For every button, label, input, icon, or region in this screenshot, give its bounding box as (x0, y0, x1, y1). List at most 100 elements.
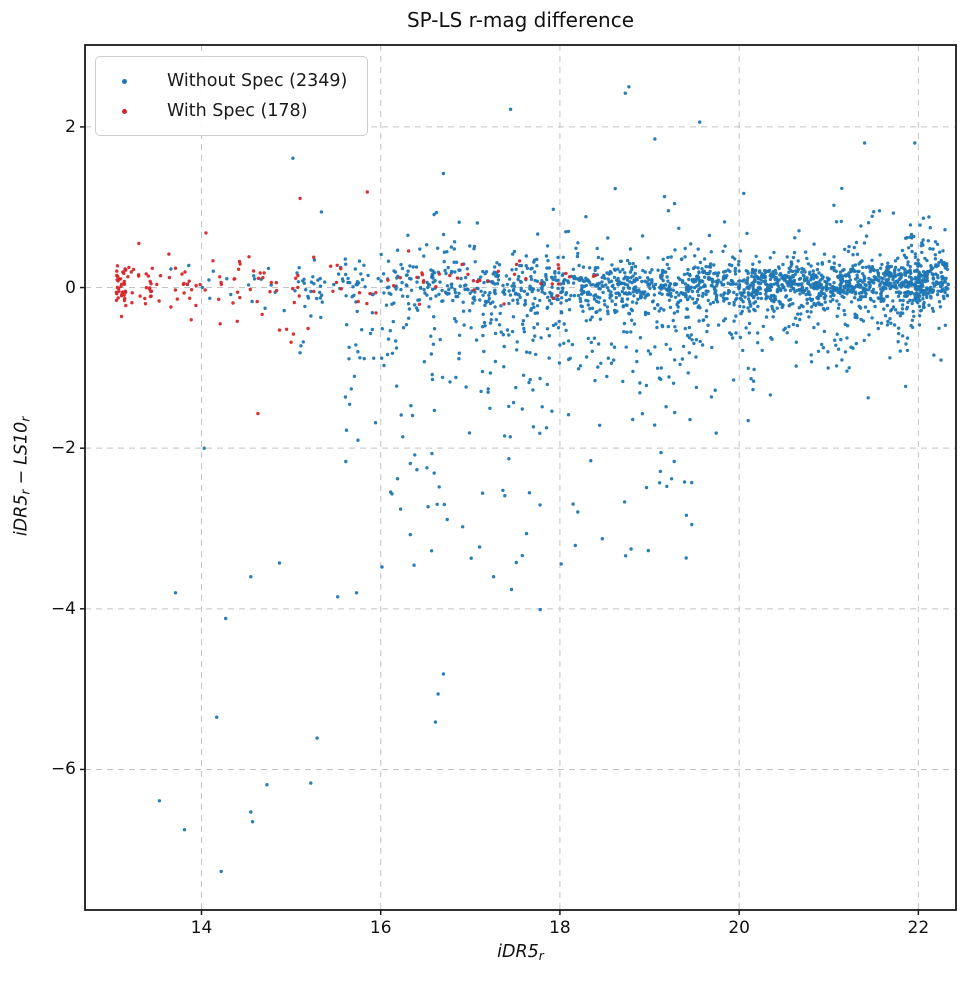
data-point (725, 297, 729, 301)
data-point (794, 269, 798, 273)
data-point (297, 266, 301, 270)
data-point (924, 271, 928, 275)
data-point (909, 243, 914, 248)
data-point (525, 266, 530, 270)
data-point (812, 242, 816, 246)
data-point (925, 274, 929, 278)
data-point (527, 380, 531, 385)
data-point (515, 298, 520, 302)
data-point (751, 379, 756, 383)
data-point (625, 297, 630, 301)
data-point (929, 265, 933, 269)
data-point (685, 333, 690, 338)
data-point (673, 295, 678, 299)
data-point (400, 266, 405, 271)
data-point (657, 481, 662, 485)
data-point (835, 332, 839, 336)
data-point (566, 280, 571, 285)
data-point (568, 356, 572, 360)
data-point (116, 296, 120, 300)
data-point (735, 296, 739, 301)
data-point (561, 255, 565, 259)
legend-marker-with-spec (122, 108, 127, 114)
data-point (390, 351, 395, 355)
data-point (683, 255, 687, 259)
data-point (621, 267, 625, 272)
data-point (889, 273, 894, 278)
data-point (549, 301, 554, 306)
data-point (690, 480, 694, 485)
data-point (533, 296, 537, 301)
data-point (406, 233, 410, 237)
data-point (343, 395, 348, 399)
data-point (158, 274, 163, 278)
data-point (581, 265, 586, 269)
data-point (306, 296, 311, 300)
data-point (606, 277, 610, 281)
data-point (941, 281, 945, 285)
data-point (939, 258, 943, 263)
data-point (812, 283, 816, 287)
data-point (392, 269, 396, 273)
data-point (678, 277, 682, 282)
data-point (522, 326, 526, 331)
data-point (686, 267, 690, 272)
data-point (525, 292, 529, 296)
data-point (584, 355, 589, 359)
data-point (638, 391, 642, 395)
data-point (796, 259, 800, 263)
data-point (694, 338, 699, 342)
data-point (610, 263, 614, 267)
data-point (587, 280, 592, 284)
data-point (633, 264, 638, 269)
data-point (529, 277, 534, 282)
data-point (584, 319, 588, 323)
data-point (347, 357, 351, 361)
data-point (805, 256, 809, 261)
data-point (946, 282, 950, 287)
data-point (862, 288, 866, 293)
data-point (129, 270, 133, 274)
data-point (320, 300, 324, 304)
data-point (593, 268, 597, 273)
data-point (409, 404, 413, 408)
data-point (897, 268, 901, 272)
data-point (312, 282, 316, 286)
data-point (638, 381, 642, 385)
data-point (557, 319, 561, 324)
data-point (430, 377, 435, 382)
data-point (445, 250, 449, 254)
data-point (579, 288, 583, 293)
data-point (354, 343, 358, 347)
data-point (646, 293, 650, 297)
data-point (296, 285, 300, 290)
data-point (757, 281, 761, 285)
data-point (426, 285, 430, 290)
data-point (544, 277, 549, 282)
data-point (386, 278, 390, 282)
data-point (896, 311, 900, 315)
data-point (659, 450, 663, 455)
data-point (916, 274, 921, 278)
data-point (638, 290, 642, 294)
data-point (941, 294, 946, 298)
data-point (381, 272, 386, 276)
data-point (856, 269, 860, 274)
data-point (515, 348, 519, 352)
data-point (625, 292, 630, 296)
data-point (444, 271, 448, 276)
data-point (798, 276, 803, 281)
data-point (936, 281, 940, 285)
data-point (117, 289, 121, 293)
data-point (736, 263, 741, 267)
data-point (662, 308, 666, 312)
data-point (437, 272, 441, 276)
data-point (944, 285, 948, 290)
data-point (777, 265, 781, 269)
data-point (897, 326, 901, 330)
data-point (502, 344, 506, 349)
data-point (854, 240, 859, 245)
data-point (291, 332, 296, 336)
data-point (182, 828, 187, 832)
data-point (404, 273, 409, 277)
